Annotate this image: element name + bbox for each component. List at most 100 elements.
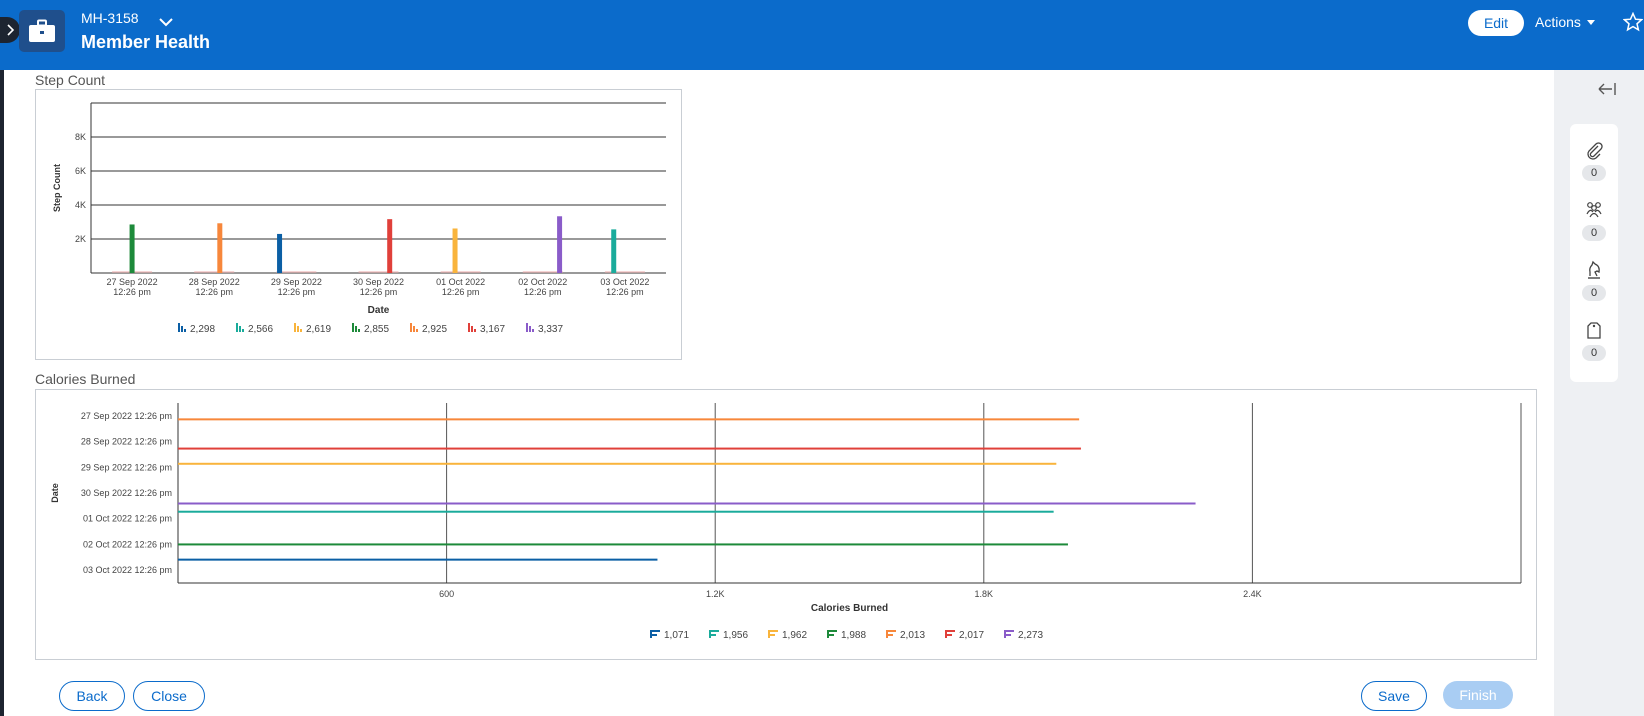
y-tick-label: 01 Oct 2022 12:26 pm	[83, 514, 172, 524]
legend-swatch	[829, 630, 837, 632]
legend-swatch	[886, 630, 888, 638]
case-id: MH-3158	[81, 10, 139, 26]
briefcase-icon	[29, 19, 55, 42]
legend-swatch	[888, 630, 896, 632]
legend-swatch	[468, 323, 470, 332]
caret-down-icon	[1586, 19, 1595, 25]
x-tick-label: 27 Sep 2022 12:26 pm	[107, 277, 158, 297]
legend-swatch	[947, 634, 952, 636]
bar	[387, 219, 393, 273]
legend-item: 2,619	[294, 323, 331, 335]
x-tick-time: 12:26 pm	[278, 287, 316, 297]
y-tick-label: 6K	[75, 166, 86, 176]
bar	[178, 543, 1068, 546]
legend-item: 2,925	[410, 323, 447, 335]
x-tick-date: 03 Oct 2022	[600, 277, 649, 287]
advisor-button[interactable]	[1584, 260, 1604, 280]
x-tick-label: 1.8K	[975, 589, 994, 599]
legend-swatch	[178, 323, 180, 332]
expand-nav-button[interactable]	[0, 17, 20, 43]
x-axis-label: Date	[368, 305, 390, 316]
legend-swatch	[352, 323, 354, 332]
x-tick-time: 12:26 pm	[524, 287, 562, 297]
x-tick-date: 30 Sep 2022	[353, 277, 404, 287]
actions-menu-button[interactable]: Actions	[1535, 14, 1595, 30]
legend-swatch	[355, 326, 357, 332]
legend-swatch	[1006, 630, 1014, 632]
legend-item: 2,566	[236, 323, 273, 335]
x-tick-label: 01 Oct 2022 12:26 pm	[436, 277, 485, 297]
edit-button[interactable]: Edit	[1468, 10, 1524, 36]
y-tick-label: 02 Oct 2022 12:26 pm	[83, 539, 172, 549]
legend-label: 3,337	[538, 324, 563, 335]
finish-button[interactable]: Finish	[1443, 681, 1513, 709]
legend-swatch	[184, 329, 186, 332]
legend-item: 2,013	[886, 630, 925, 641]
legend-swatch	[532, 329, 534, 332]
y-axis-label: Date	[50, 483, 60, 503]
bar	[452, 228, 458, 273]
x-tick-label: 28 Sep 2022 12:26 pm	[189, 277, 240, 297]
legend-swatch	[711, 630, 719, 632]
x-tick-label: 29 Sep 2022 12:26 pm	[271, 277, 322, 297]
legend-swatch	[1004, 630, 1006, 638]
bar	[178, 510, 1054, 513]
actions-label: Actions	[1535, 14, 1581, 30]
legend-label: 3,167	[480, 324, 505, 335]
legend-item: 2,273	[1004, 630, 1043, 641]
followers-count: 0	[1582, 225, 1606, 241]
chevron-down-icon	[159, 18, 173, 27]
x-tick-time: 12:26 pm	[113, 287, 151, 297]
calories-panel: 600 1.2K 1.8K 2.4K 27 Sep 2022 12:26 pm 28 Se…	[35, 389, 1537, 660]
tags-count: 0	[1582, 345, 1606, 361]
legend-item: 3,167	[468, 323, 505, 335]
bar	[178, 462, 1057, 465]
x-tick-time: 12:26 pm	[442, 287, 480, 297]
legend-swatch	[358, 329, 360, 332]
legend-swatch	[709, 630, 711, 638]
y-tick-label: 27 Sep 2022 12:26 pm	[81, 411, 172, 421]
x-tick-date: 28 Sep 2022	[189, 277, 240, 287]
save-button[interactable]: Save	[1361, 681, 1427, 711]
legend-label: 2,566	[248, 324, 273, 335]
legend-label: 2,298	[190, 324, 215, 335]
legend-swatch	[652, 630, 660, 632]
collapse-sidebar-button[interactable]	[1597, 82, 1617, 101]
case-menu-toggle[interactable]	[158, 14, 174, 32]
legend-swatch	[945, 630, 947, 638]
case-header: MH-3158 Member Health Edit Actions	[0, 0, 1644, 70]
legend-swatch	[768, 630, 770, 638]
legend-swatch	[181, 326, 183, 332]
legend-swatch	[711, 634, 716, 636]
followers-button[interactable]	[1584, 200, 1604, 220]
legend-swatch	[650, 630, 652, 638]
legend-swatch	[236, 323, 238, 332]
bar	[557, 216, 563, 273]
x-axis-label: Calories Burned	[811, 603, 888, 614]
y-tick-label: 29 Sep 2022 12:26 pm	[81, 462, 172, 472]
legend-swatch	[242, 329, 244, 332]
legend-label: 1,962	[782, 630, 807, 641]
utilities-card: 0 0 0 0	[1570, 124, 1618, 382]
x-tick-label: 03 Oct 2022 12:26 pm	[600, 277, 649, 297]
legend-swatch	[413, 326, 415, 332]
y-tick-label: 28 Sep 2022 12:26 pm	[81, 437, 172, 447]
legend-swatch	[829, 634, 834, 636]
tags-button[interactable]	[1584, 320, 1604, 340]
attachments-button[interactable]	[1584, 140, 1604, 160]
bar	[277, 233, 283, 273]
follow-button[interactable]	[1622, 11, 1644, 37]
step-count-panel: 2K 4K 6K 8K 27 Sep 2022 12:26 pm 28 Sep 2022 12…	[35, 89, 682, 360]
back-button[interactable]: Back	[59, 681, 125, 711]
x-tick-time: 12:26 pm	[606, 287, 644, 297]
bar	[217, 223, 223, 273]
calories-title: Calories Burned	[35, 371, 136, 387]
legend-swatch	[471, 326, 473, 332]
legend-swatch	[770, 634, 775, 636]
close-button[interactable]: Close	[133, 681, 205, 711]
legend-swatch	[297, 326, 299, 332]
legend-label: 1,071	[664, 630, 689, 641]
x-tick-time: 12:26 pm	[360, 287, 398, 297]
legend-swatch	[827, 630, 829, 638]
